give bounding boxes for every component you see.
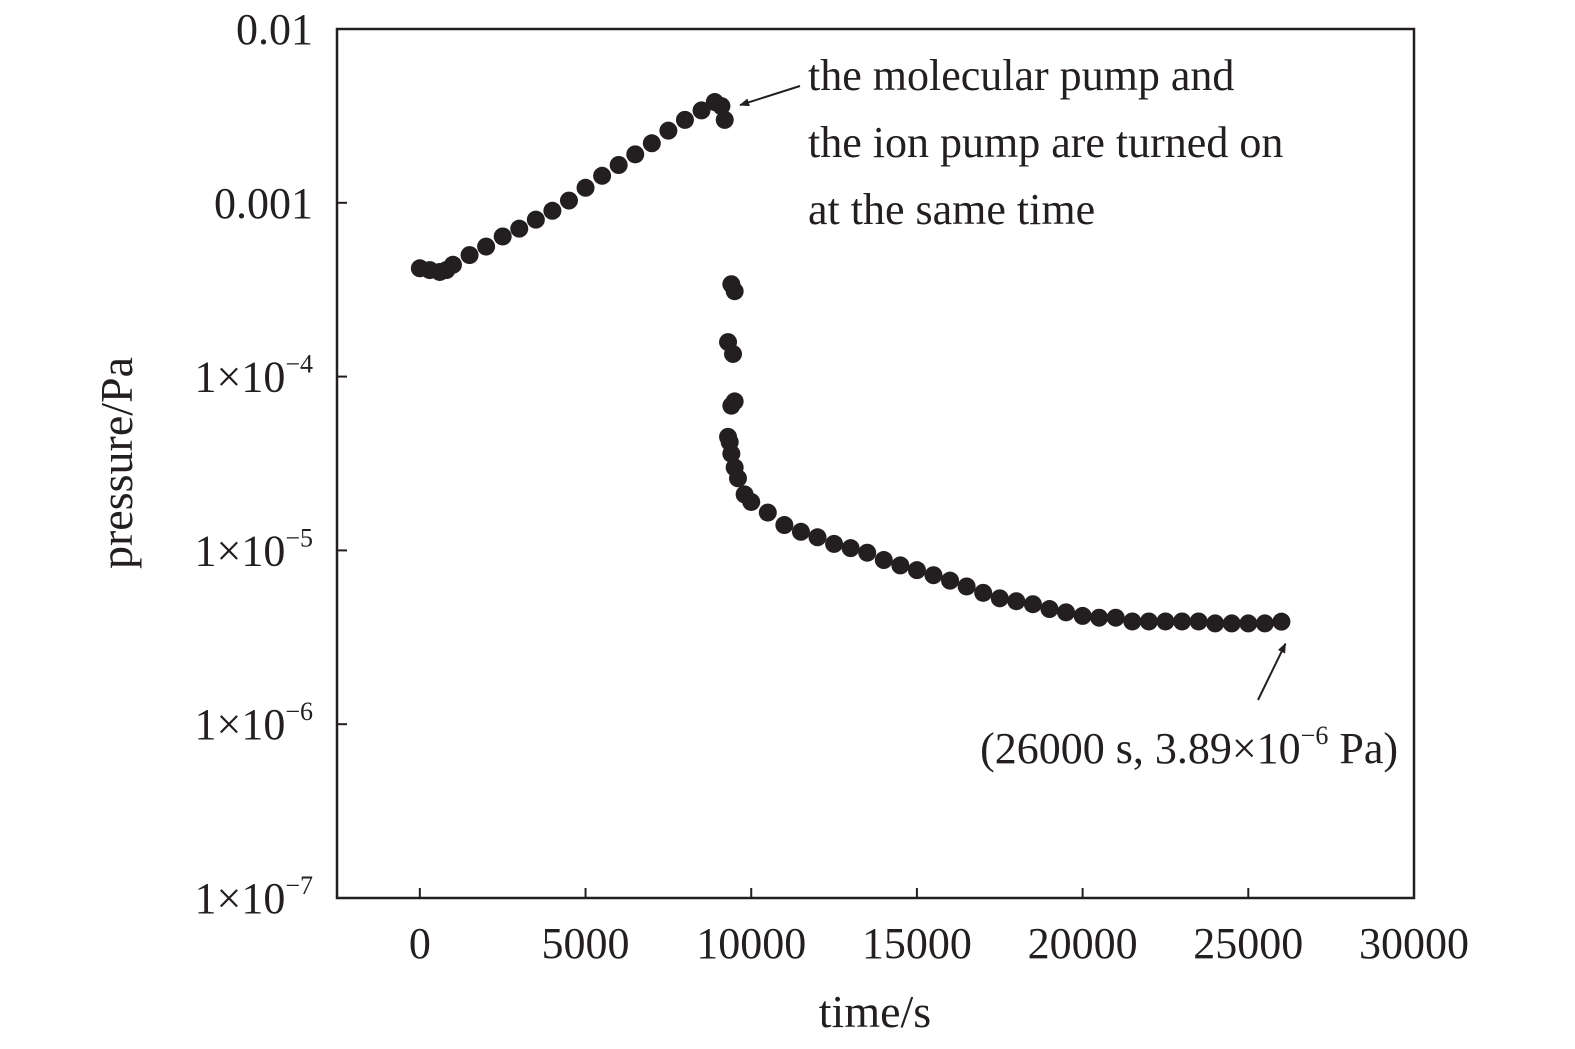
data-point: [974, 583, 993, 602]
data-point: [990, 589, 1009, 608]
data-point: [725, 392, 744, 411]
x-tick-label: 15000: [862, 919, 972, 968]
y-tick-label: 1×10−5: [195, 523, 314, 575]
y-axis-title: pressure/Pa: [91, 357, 142, 569]
data-point: [1007, 592, 1026, 611]
points-layer: [410, 93, 1291, 633]
data-point: [725, 282, 744, 301]
data-point: [712, 97, 731, 116]
x-tick-label: 30000: [1359, 919, 1469, 968]
data-point: [758, 503, 777, 522]
data-point: [477, 237, 496, 256]
y-tick-label: 0.01: [236, 5, 313, 54]
data-point: [924, 566, 943, 585]
data-point: [443, 255, 462, 274]
data-point: [576, 178, 595, 197]
data-point: [1272, 612, 1291, 631]
data-point: [957, 577, 976, 596]
data-point: [907, 561, 926, 580]
x-tick-label: 10000: [696, 919, 806, 968]
data-point: [493, 227, 512, 246]
data-point: [825, 534, 844, 553]
data-point: [543, 201, 562, 220]
data-point: [715, 110, 734, 129]
plot-frame: [335, 27, 1416, 900]
y-tick-label: 1×10−7: [195, 871, 314, 923]
ticks-layer: 0 5000 10000 15000 20000 25000 30000 0.01 0.001 1…: [195, 5, 1470, 968]
data-point: [626, 145, 645, 164]
data-point: [1040, 600, 1059, 619]
data-point: [791, 522, 810, 541]
data-point: [642, 134, 661, 153]
data-point: [722, 444, 741, 463]
data-point: [1239, 614, 1258, 633]
annotations-layer: the molecular pump and the ion pump are t…: [739, 51, 1398, 773]
y-tick-label: 0.001: [214, 179, 313, 228]
data-point: [1090, 608, 1109, 627]
data-point: [692, 101, 711, 120]
data-point: [841, 539, 860, 558]
data-point: [874, 551, 893, 570]
annotation-arrow: [1257, 642, 1287, 701]
data-point: [1255, 614, 1274, 633]
data-point: [724, 344, 743, 363]
data-point: [941, 571, 960, 590]
data-point: [559, 191, 578, 210]
data-point: [1139, 612, 1158, 631]
data-point: [1123, 612, 1142, 631]
data-point: [1057, 603, 1076, 622]
data-point: [460, 246, 479, 265]
annotation-arrow: [739, 85, 801, 107]
x-tick-label: 25000: [1193, 919, 1303, 968]
y-tick-label: 1×10−4: [195, 350, 314, 402]
x-tick-label: 5000: [542, 919, 630, 968]
y-tick-label: 1×10−6: [195, 697, 314, 749]
data-point: [858, 543, 877, 562]
data-point: [808, 528, 827, 547]
annotation-final-point: (26000 s, 3.89×10−6 Pa): [980, 721, 1398, 773]
data-point: [728, 469, 747, 488]
annotation-text-line: the molecular pump and: [808, 51, 1234, 100]
data-point: [609, 156, 628, 175]
data-point: [891, 556, 910, 575]
data-point: [742, 492, 761, 511]
data-point: [510, 219, 529, 238]
data-point: [526, 210, 545, 229]
x-tick-label: 20000: [1028, 919, 1138, 968]
data-point: [659, 121, 678, 140]
x-tick-label: 0: [409, 919, 431, 968]
data-point: [1173, 612, 1192, 631]
data-point: [1189, 612, 1208, 631]
data-point: [1156, 612, 1175, 631]
data-point: [1222, 614, 1241, 633]
data-point: [1023, 595, 1042, 614]
x-axis-title: time/s: [819, 986, 931, 1037]
data-point: [675, 110, 694, 129]
data-point: [1073, 606, 1092, 625]
data-point: [1206, 614, 1225, 633]
data-point: [775, 516, 794, 535]
annotation-text-line: the ion pump are turned on: [808, 118, 1283, 167]
data-point: [1106, 608, 1125, 627]
annotation-text-line: at the same time: [808, 185, 1095, 234]
data-point: [593, 166, 612, 185]
